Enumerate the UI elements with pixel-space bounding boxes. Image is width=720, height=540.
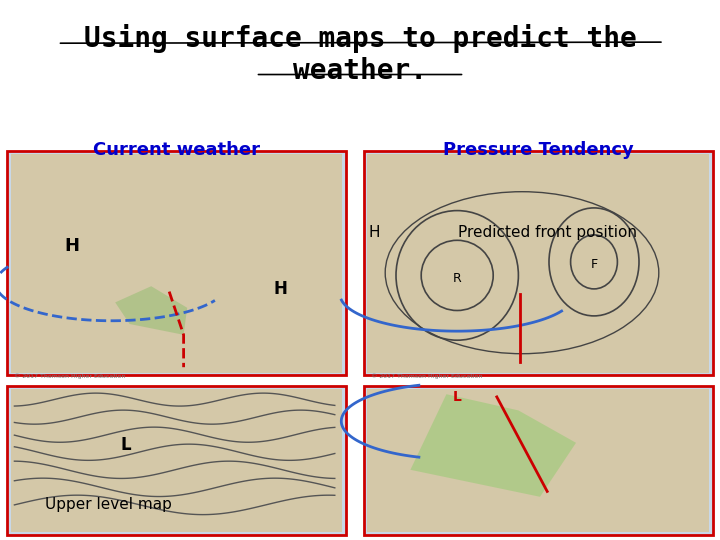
Text: H: H bbox=[369, 225, 380, 240]
FancyBboxPatch shape bbox=[364, 151, 713, 375]
FancyBboxPatch shape bbox=[367, 389, 709, 532]
FancyBboxPatch shape bbox=[7, 386, 346, 535]
Text: Pressure Tendency: Pressure Tendency bbox=[444, 141, 634, 159]
FancyBboxPatch shape bbox=[367, 154, 709, 373]
Text: H: H bbox=[274, 280, 288, 298]
Text: Predicted front position: Predicted front position bbox=[458, 225, 636, 240]
Text: L: L bbox=[453, 390, 462, 404]
FancyBboxPatch shape bbox=[364, 386, 713, 535]
Polygon shape bbox=[410, 394, 576, 497]
Text: F: F bbox=[590, 258, 598, 271]
Text: © 2017 Thomson Higher Education: © 2017 Thomson Higher Education bbox=[371, 374, 482, 379]
FancyBboxPatch shape bbox=[7, 151, 346, 375]
Text: weather.: weather. bbox=[293, 57, 427, 85]
Text: © 2017 Thomson Higher Education: © 2017 Thomson Higher Education bbox=[14, 374, 126, 379]
Text: L: L bbox=[121, 436, 131, 455]
Text: Current weather: Current weather bbox=[93, 141, 260, 159]
FancyBboxPatch shape bbox=[11, 154, 342, 373]
Text: Using surface maps to predict the: Using surface maps to predict the bbox=[84, 24, 636, 53]
Text: Upper level map: Upper level map bbox=[45, 497, 171, 512]
Text: H: H bbox=[65, 237, 79, 255]
Text: R: R bbox=[453, 272, 462, 285]
FancyBboxPatch shape bbox=[11, 389, 342, 532]
Polygon shape bbox=[115, 286, 187, 335]
